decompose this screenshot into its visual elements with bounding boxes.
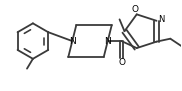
Text: O: O — [131, 5, 138, 14]
Text: N: N — [69, 37, 76, 46]
Text: N: N — [158, 15, 165, 24]
Text: O: O — [118, 58, 125, 67]
Text: N: N — [104, 37, 111, 46]
